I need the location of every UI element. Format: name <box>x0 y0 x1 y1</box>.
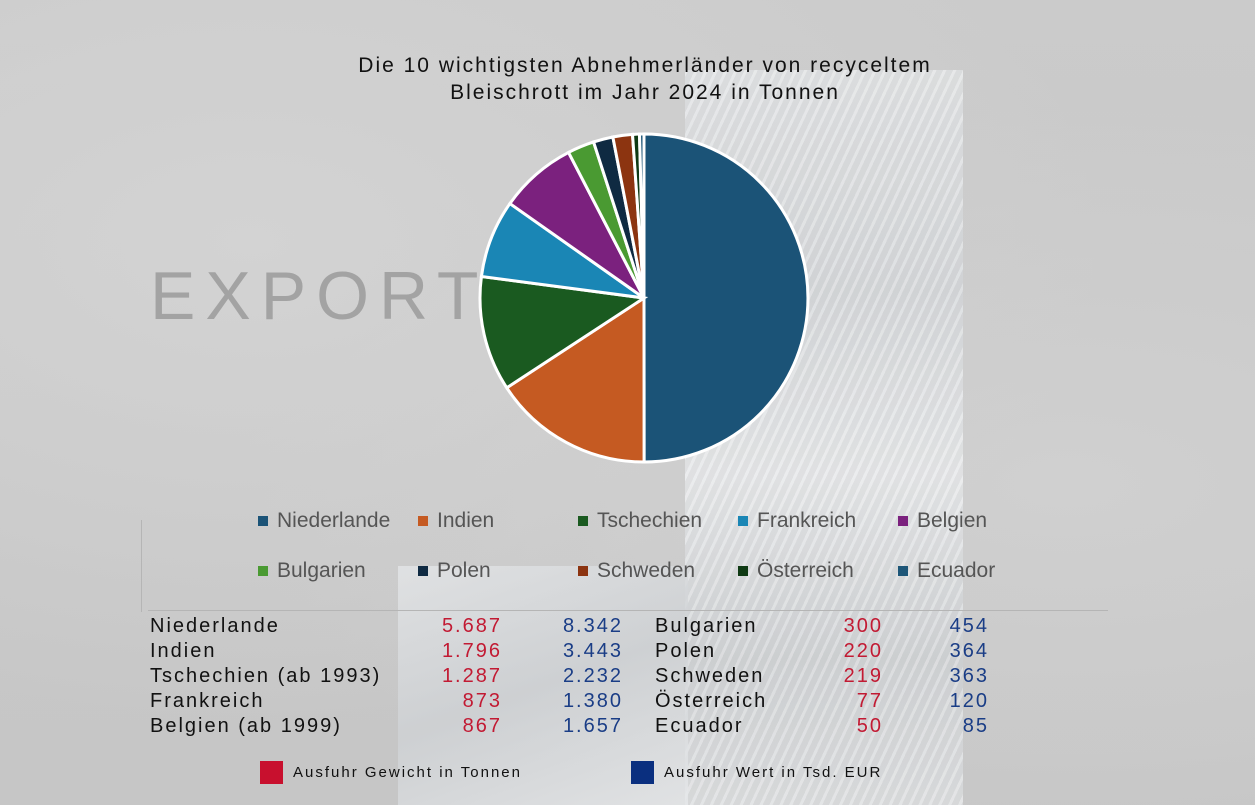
table-row-weight: 1.287 <box>441 665 502 687</box>
table-row-name: Ecuador <box>655 715 744 737</box>
divider-line <box>148 610 1108 611</box>
export-background-word: EXPORT <box>150 258 489 334</box>
legend-swatch <box>578 566 588 576</box>
table-left-values: 8.342 3.443 2.232 1.380 1.657 <box>535 614 623 739</box>
legend-swatch <box>258 566 268 576</box>
table-row-weight: 1.796 <box>441 640 502 662</box>
legend-label: Bulgarien <box>277 559 366 582</box>
legend-swatch <box>578 516 588 526</box>
key-weight: Ausfuhr Gewicht in Tonnen <box>260 761 522 784</box>
table-row-weight: 50 <box>856 715 883 737</box>
table-right-values: 454 364 363 120 85 <box>915 614 989 739</box>
legend-item: Schweden <box>578 559 695 583</box>
key-value-label: Ausfuhr Wert in Tsd. EUR <box>664 764 883 781</box>
table-row-value: 1.380 <box>562 690 623 712</box>
table-row-weight: 77 <box>856 690 883 712</box>
pie-slice-niederlande <box>642 132 810 464</box>
legend-label: Indien <box>437 509 495 532</box>
table-row-name: Schweden <box>655 665 765 687</box>
legend-swatch <box>258 516 268 526</box>
legend-item: Indien <box>418 509 494 533</box>
table-row-weight: 873 <box>462 690 502 712</box>
chart-legend: Niederlande Indien Tschechien Frankreich Bel… <box>258 509 995 583</box>
table-left-weights: 5.687 1.796 1.287 873 867 <box>420 614 502 739</box>
legend-swatch <box>418 566 428 576</box>
legend-label: Tschechien <box>597 509 703 532</box>
table-row-weight: 867 <box>462 715 502 737</box>
legend-swatch <box>738 516 748 526</box>
legend-label: Polen <box>437 559 491 582</box>
legend-label: Belgien <box>917 509 988 532</box>
table-row-value: 8.342 <box>562 615 623 637</box>
table-row-name: Frankreich <box>150 690 265 712</box>
table-row-name: Indien <box>150 640 217 662</box>
legend-swatch <box>738 566 748 576</box>
key-weight-swatch <box>260 761 283 784</box>
legend-swatch <box>898 516 908 526</box>
table-row-name: Österreich <box>655 690 768 712</box>
table-row-name: Bulgarien <box>655 615 758 637</box>
table-row-value: 3.443 <box>562 640 623 662</box>
table-row-name: Polen <box>655 640 717 662</box>
table-row-weight: 220 <box>843 640 883 662</box>
legend-label: Niederlande <box>277 509 391 532</box>
key-value-swatch <box>631 761 654 784</box>
legend-swatch <box>898 566 908 576</box>
table-row-value: 1.657 <box>562 715 623 737</box>
table-row-name: Niederlande <box>150 615 280 637</box>
table-row-value: 120 <box>949 690 989 712</box>
chart-title-line-1: Die 10 wichtigsten Abnehmerländer von re… <box>358 54 932 77</box>
pie-chart <box>478 132 810 464</box>
legend-item: Polen <box>418 559 491 583</box>
table-row-value: 363 <box>949 665 989 687</box>
legend-item: Niederlande <box>258 509 390 533</box>
table-right-names: Bulgarien Polen Schweden Österreich Ecua… <box>655 614 767 739</box>
legend-item: Ecuador <box>898 559 995 583</box>
table-row-value: 364 <box>949 640 989 662</box>
pie-slice-indien <box>504 295 646 464</box>
pie-slice-tschechien <box>478 274 649 390</box>
table-row-weight: 5.687 <box>441 615 502 637</box>
legend-item: Tschechien <box>578 509 702 533</box>
legend-item: Belgien <box>898 509 987 533</box>
legend-label: Ecuador <box>917 559 996 582</box>
divider-line-vertical <box>141 520 142 612</box>
legend-label: Österreich <box>757 559 854 582</box>
table-left-names: Niederlande Indien Tschechien (ab 1993) … <box>150 614 381 739</box>
table-row-value: 2.232 <box>562 665 623 687</box>
table-row-weight: 219 <box>843 665 883 687</box>
legend-item: Bulgarien <box>258 559 366 583</box>
chart-title-line-2: Bleischrott im Jahr 2024 in Tonnen <box>450 81 840 104</box>
legend-label: Frankreich <box>757 509 857 532</box>
key-weight-label: Ausfuhr Gewicht in Tonnen <box>293 764 522 781</box>
legend-swatch <box>418 516 428 526</box>
table-row-value: 454 <box>949 615 989 637</box>
chart-title: Die 10 wichtigsten Abnehmerländer von re… <box>0 52 1255 106</box>
legend-item: Österreich <box>738 559 854 583</box>
table-row-name: Tschechien (ab 1993) <box>150 665 382 687</box>
pie-slice-ecuador <box>637 132 646 299</box>
key-value: Ausfuhr Wert in Tsd. EUR <box>631 761 882 784</box>
table-row-name: Belgien (ab 1999) <box>150 715 342 737</box>
table-right-weights: 300 220 219 77 50 <box>815 614 883 739</box>
table-row-value: 85 <box>962 715 989 737</box>
table-row-weight: 300 <box>843 615 883 637</box>
legend-label: Schweden <box>597 559 696 582</box>
legend-item: Frankreich <box>738 509 856 533</box>
